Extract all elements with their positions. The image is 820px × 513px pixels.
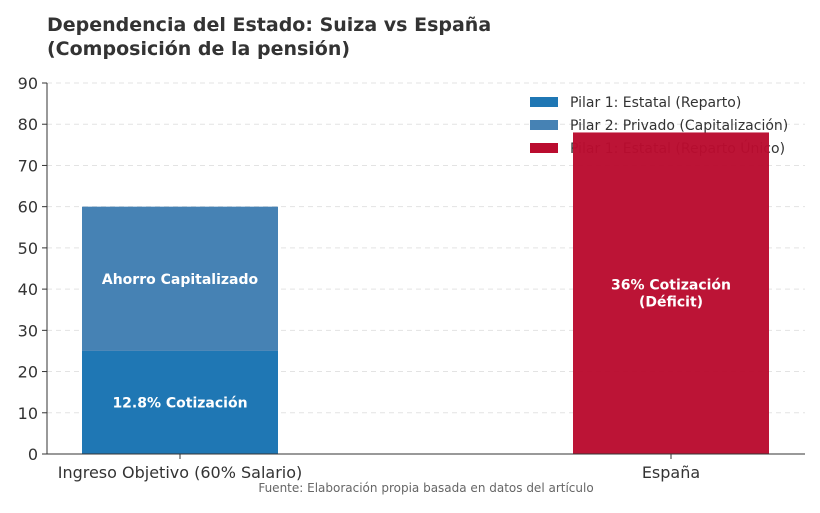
legend-swatch <box>530 143 558 153</box>
chart-title-line-2: (Composición de la pensión) <box>47 38 350 60</box>
bar-label: Ahorro Capitalizado <box>102 272 259 288</box>
legend-label: Pilar 2: Privado (Capitalización) <box>570 118 788 134</box>
bar-label: 36% Cotización <box>611 278 731 294</box>
y-tick-label: 50 <box>18 239 38 258</box>
y-tick-label: 30 <box>18 321 38 340</box>
y-tick-label: 40 <box>18 280 38 299</box>
legend-label: Pilar 1: Estatal (Reparto) <box>570 95 741 111</box>
bar-segment <box>82 206 278 351</box>
y-tick-label: 0 <box>28 445 38 464</box>
footnote: Fuente: Elaboración propia basada en dat… <box>258 481 593 495</box>
x-tick-label: Ingreso Objetivo (60% Salario) <box>58 463 303 482</box>
y-tick-label: 70 <box>18 156 38 175</box>
y-tick-label: 60 <box>18 198 38 217</box>
bar-segment <box>82 350 278 454</box>
y-tick-label: 10 <box>18 404 38 423</box>
y-tick-label: 20 <box>18 363 38 382</box>
chart-title-line-1: Dependencia del Estado: Suiza vs España <box>47 14 491 36</box>
bar-label: (Déficit) <box>639 295 703 311</box>
y-tick-label: 90 <box>18 74 38 93</box>
bar-segment <box>573 132 769 454</box>
legend-swatch <box>530 120 558 130</box>
bar-label: 12.8% Cotización <box>112 395 247 411</box>
x-tick-label: España <box>642 463 700 482</box>
legend-swatch <box>530 97 558 107</box>
y-tick-label: 80 <box>18 115 38 134</box>
